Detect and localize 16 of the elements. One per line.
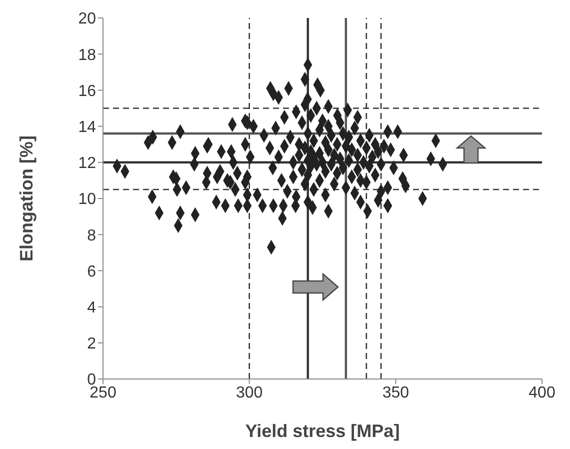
y-tick-label: 8 <box>87 227 96 244</box>
x-axis-title: Yield stress [MPa] <box>245 421 400 441</box>
y-tick-label: 20 <box>78 10 96 28</box>
x-tick-label: 350 <box>382 384 410 402</box>
y-tick-label: 10 <box>78 191 96 208</box>
x-tick-label: 400 <box>528 384 556 402</box>
y-tick-label: 12 <box>78 155 96 172</box>
y-tick-label: 4 <box>87 299 96 316</box>
y-tick-label: 14 <box>78 118 96 136</box>
y-axis-title: Elongation [%] <box>16 136 36 262</box>
y-tick-label: 18 <box>78 46 96 64</box>
y-tick-label: 6 <box>87 263 96 280</box>
x-tick-label: 300 <box>236 384 263 402</box>
y-tick-label: 2 <box>87 336 96 353</box>
y-tick-label: 16 <box>78 82 96 100</box>
x-tick-label: 250 <box>90 384 116 402</box>
